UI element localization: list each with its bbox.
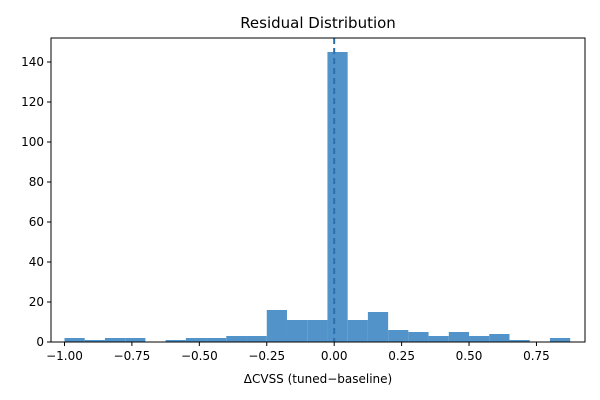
x-tick-label: 0.75 xyxy=(523,349,550,363)
histogram-bar xyxy=(246,336,267,342)
x-axis-title: ΔCVSS (tuned−baseline) xyxy=(244,372,392,386)
y-axis: 0 20 40 60 80 100 120 140 xyxy=(21,55,51,349)
histogram-bar xyxy=(185,338,207,342)
histogram-bar xyxy=(327,52,348,342)
plot-frame xyxy=(50,37,586,343)
histogram-bar xyxy=(489,334,510,342)
histogram-bar xyxy=(428,336,449,342)
histogram-bar xyxy=(165,340,186,342)
histogram-bar xyxy=(408,332,429,342)
y-tick-label: 120 xyxy=(21,95,44,109)
x-tick-label: 0.25 xyxy=(388,349,415,363)
y-tick-label: 140 xyxy=(21,55,44,69)
histogram-bar xyxy=(307,320,328,342)
histogram-bar xyxy=(347,320,368,342)
y-tick-label: 0 xyxy=(36,335,44,349)
y-tick-label: 60 xyxy=(29,215,44,229)
x-tick-label: −1.00 xyxy=(46,349,83,363)
histogram-bar xyxy=(388,330,409,342)
histogram-bar xyxy=(206,338,227,342)
y-tick-label: 40 xyxy=(29,255,44,269)
histogram-bar xyxy=(549,338,571,342)
histogram-bar xyxy=(125,338,146,342)
histogram-bar xyxy=(509,340,530,342)
histogram-bar xyxy=(469,336,490,342)
histogram-bar xyxy=(226,336,247,342)
chart-title: Residual Distribution xyxy=(240,14,396,32)
histogram-bars xyxy=(64,52,571,342)
histogram-bar xyxy=(104,338,126,342)
histogram-bar xyxy=(448,332,470,342)
y-tick-label: 80 xyxy=(29,175,44,189)
histogram-bar xyxy=(367,312,389,342)
histogram-bar xyxy=(64,338,85,342)
x-tick-label: −0.75 xyxy=(114,349,151,363)
x-tick-label: 0.00 xyxy=(321,349,348,363)
y-tick-label: 20 xyxy=(29,295,44,309)
x-axis: −1.00 −0.75 −0.50 −0.25 0.00 0.25 0.50 0.75 xyxy=(46,342,550,363)
y-tick-label: 100 xyxy=(21,135,44,149)
histogram-bar xyxy=(266,310,287,342)
histogram-bar xyxy=(286,320,308,342)
x-tick-label: −0.25 xyxy=(248,349,285,363)
x-tick-label: 0.50 xyxy=(456,349,483,363)
x-tick-label: −0.50 xyxy=(181,349,218,363)
histogram-bar xyxy=(84,340,105,342)
